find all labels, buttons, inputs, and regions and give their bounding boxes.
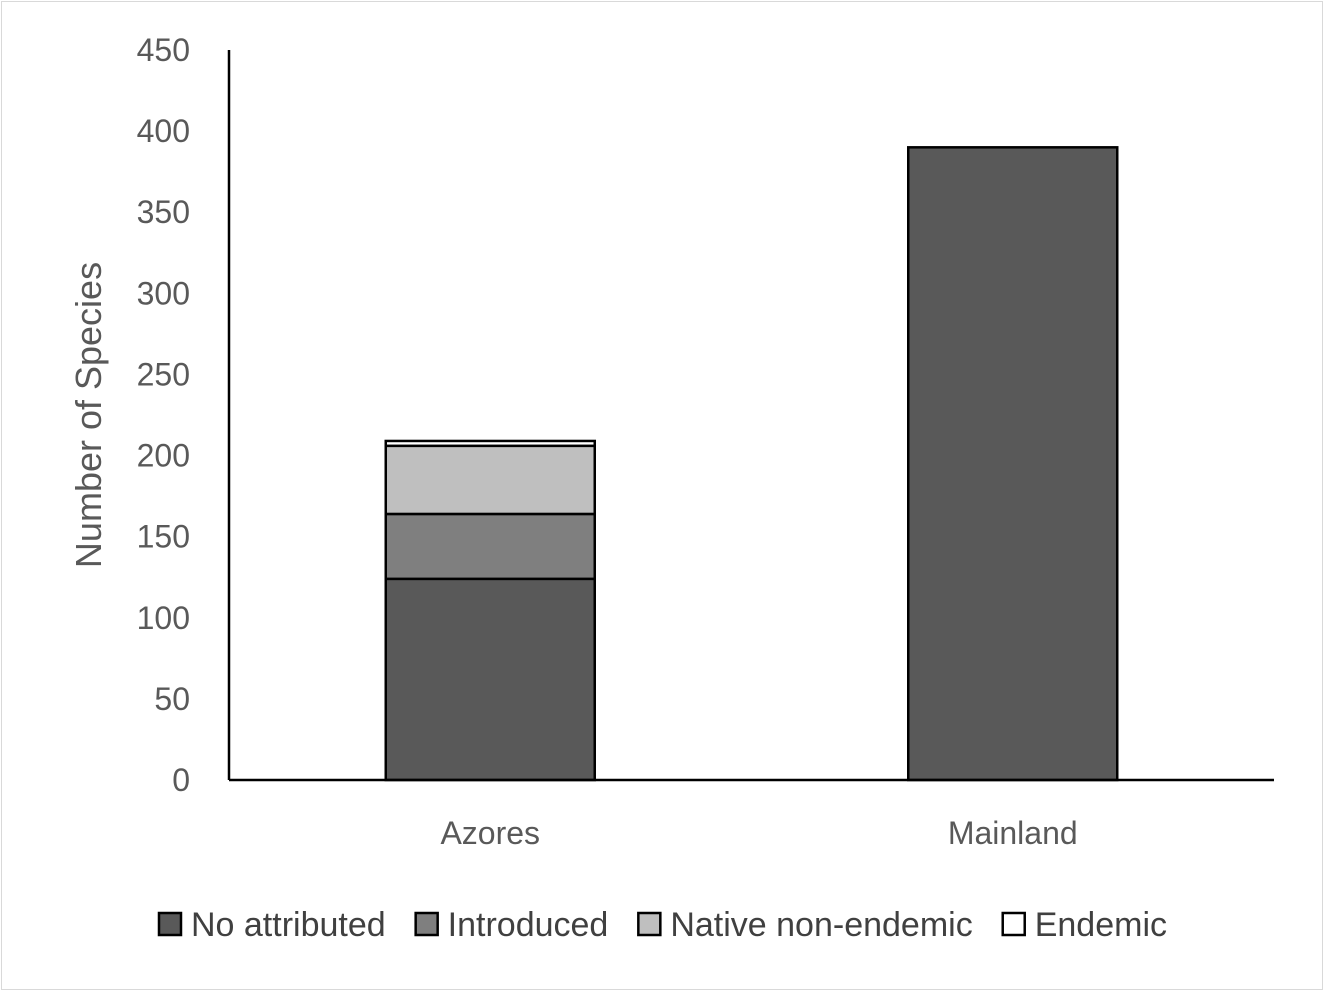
legend: No attributed Introduced Native non-endemi… — [157, 906, 1167, 944]
legend-label: No attributed — [191, 906, 386, 944]
x-tick-label: Mainland — [948, 815, 1078, 851]
legend-swatch — [414, 911, 439, 937]
bar-segment-endemic-azores — [384, 439, 596, 448]
x-axis-labels: Azores Mainland — [440, 815, 1077, 851]
x-tick-label: Azores — [440, 815, 540, 851]
legend-item-endemic: Endemic — [1001, 906, 1167, 944]
y-axis-title: Number of Species — [68, 262, 109, 568]
y-tick-label: 400 — [137, 113, 190, 149]
legend-item-no-attributed: No attributed — [157, 906, 386, 944]
y-tick-label: 150 — [137, 519, 190, 555]
y-tick-label: 100 — [137, 600, 190, 636]
legend-swatch — [157, 911, 183, 937]
bar-segment-introduced-azores — [384, 512, 596, 581]
legend-label: Endemic — [1035, 906, 1167, 944]
bar-segment-native-non-endemic-azores — [384, 444, 596, 516]
y-tick-label: 50 — [154, 681, 190, 717]
bars — [384, 146, 1119, 782]
y-tick-label: 350 — [137, 194, 190, 230]
y-tick-label: 250 — [137, 356, 190, 392]
y-tick-label: 0 — [172, 762, 190, 798]
legend-item-introduced: Introduced — [414, 906, 609, 944]
y-axis-ticks: 0 50 100 150 200 250 300 350 400 450 — [137, 32, 190, 798]
bar-segment-no-attributed-mainland — [907, 146, 1119, 782]
y-tick-label: 300 — [137, 275, 190, 311]
bar-segment-no-attributed-azores — [384, 577, 596, 782]
y-tick-label: 450 — [137, 32, 190, 68]
y-tick-label: 200 — [137, 438, 190, 474]
legend-label: Introduced — [448, 906, 609, 944]
axes — [227, 50, 1274, 782]
legend-swatch — [637, 911, 662, 937]
legend-label: Native non-endemic — [670, 906, 972, 944]
legend-item-native-non-endemic: Native non-endemic — [637, 906, 973, 944]
legend-swatch — [1001, 911, 1026, 937]
